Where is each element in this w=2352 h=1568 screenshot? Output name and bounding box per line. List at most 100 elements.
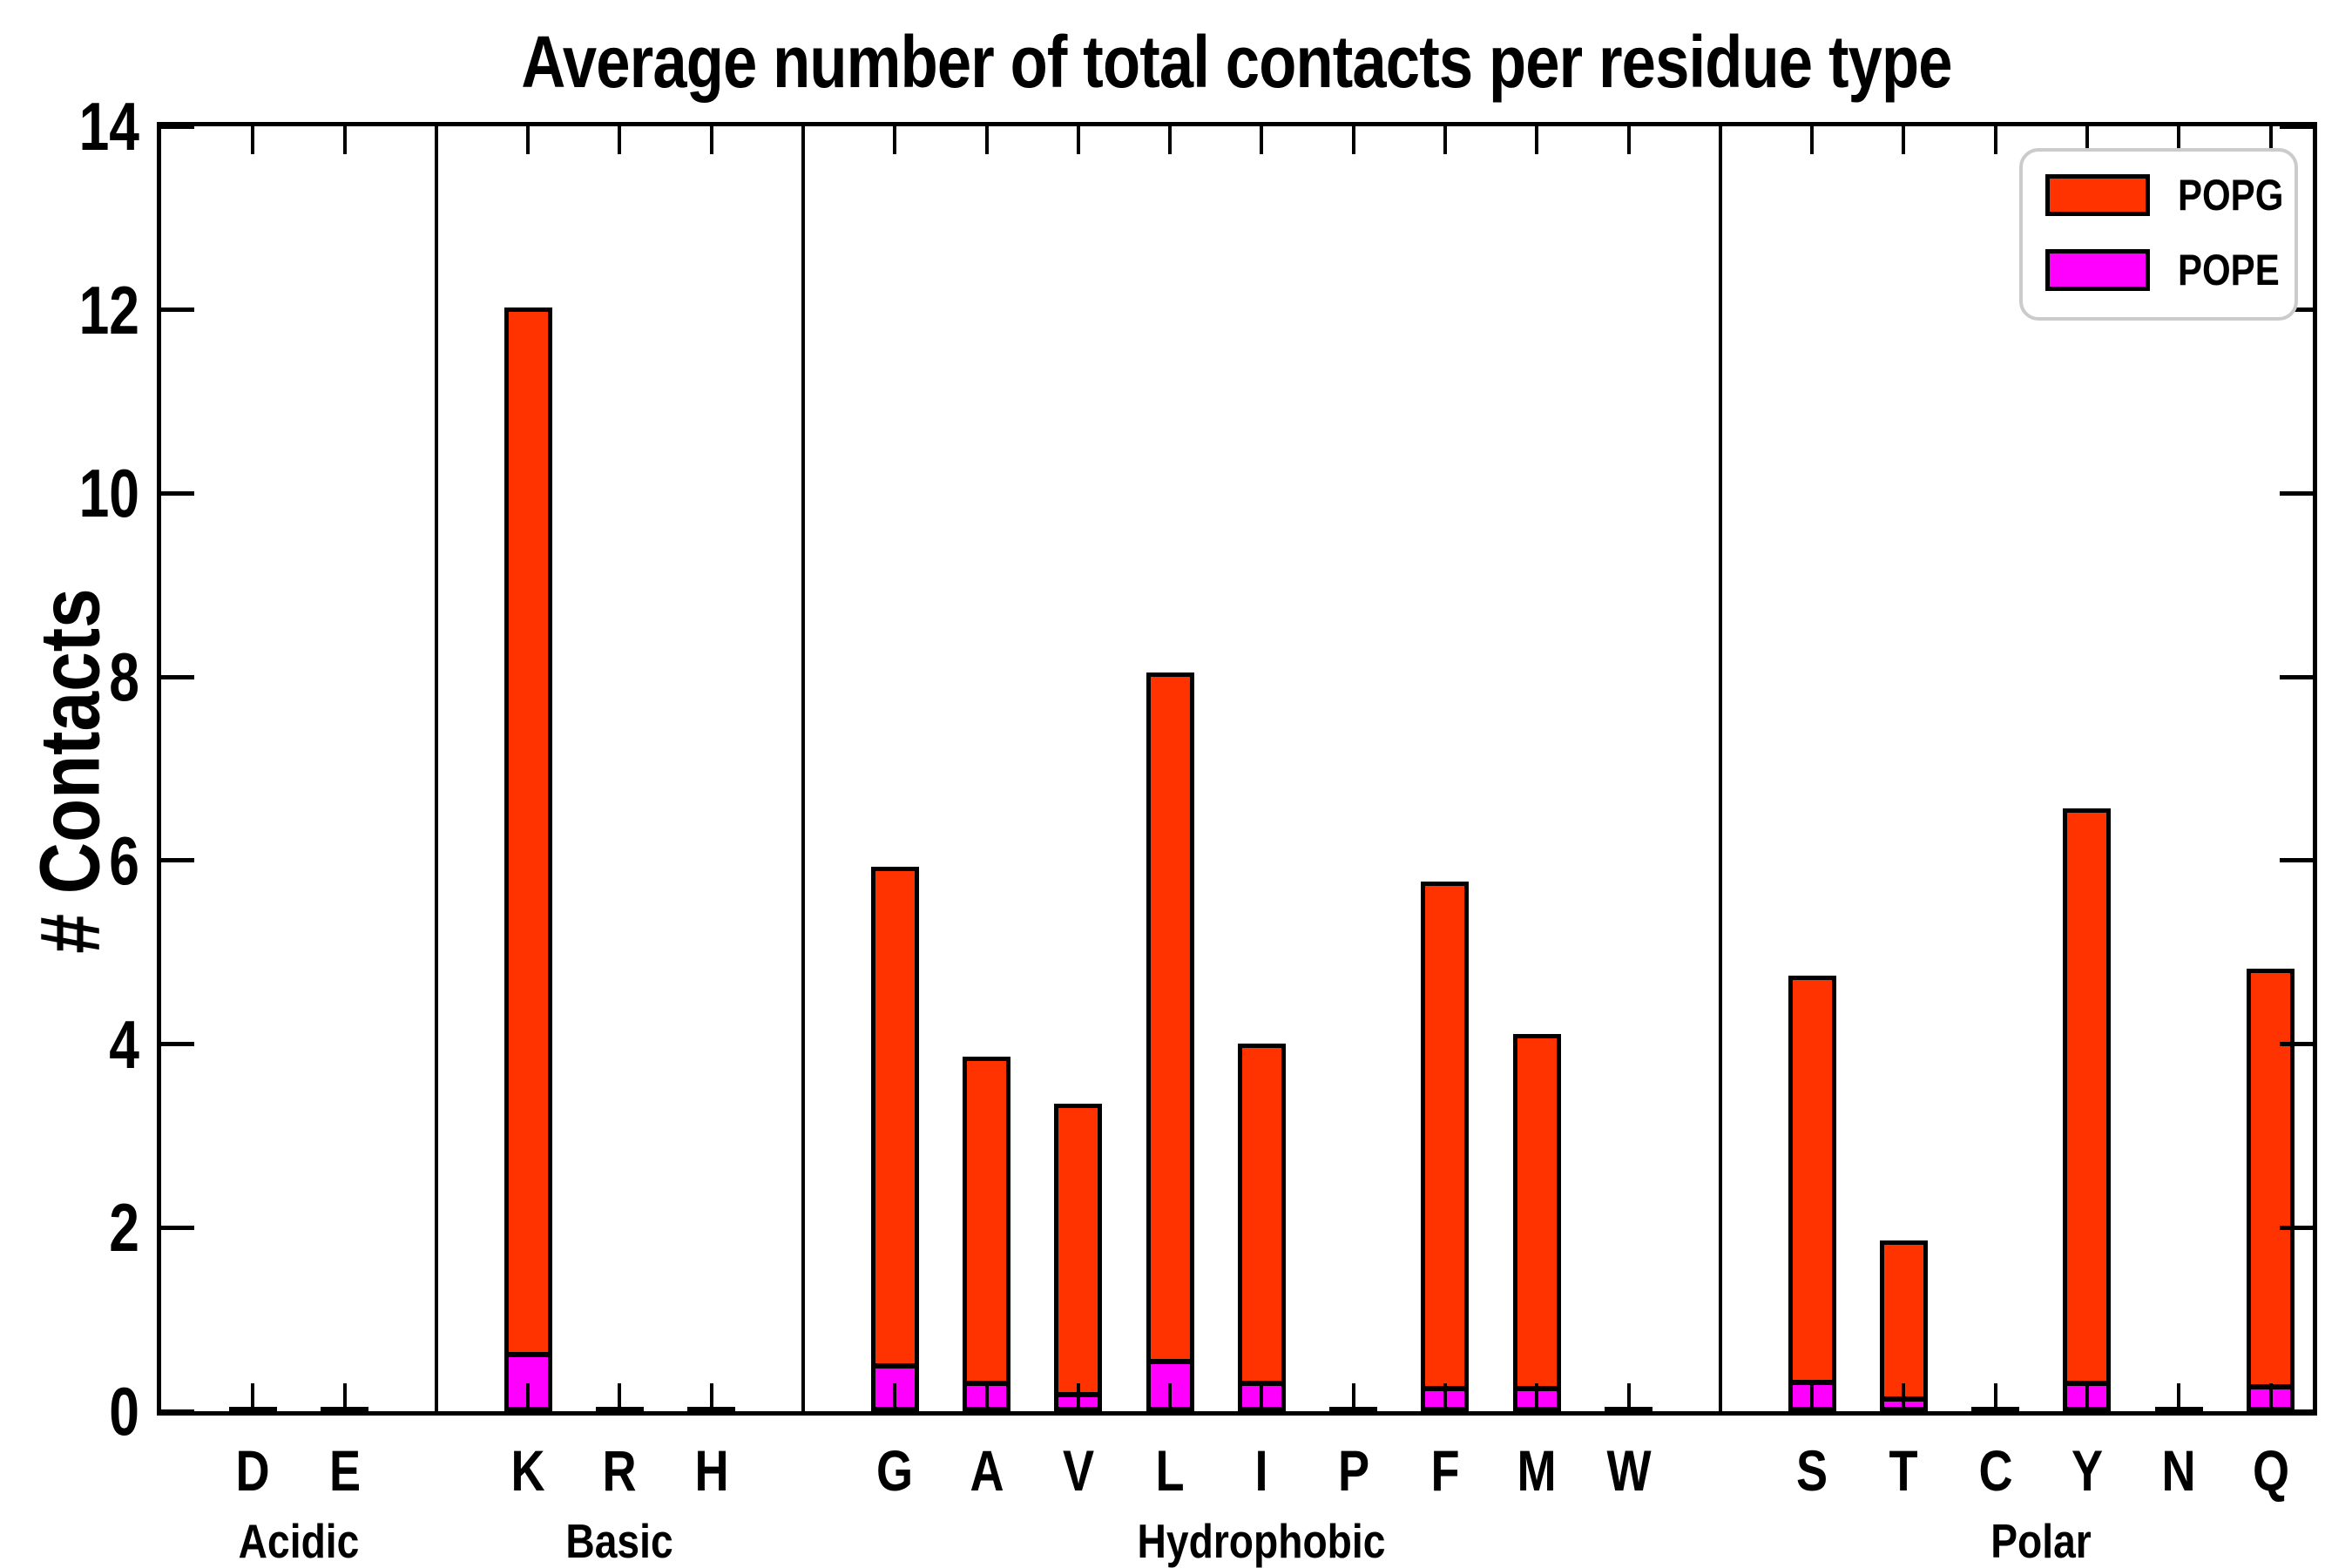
bar-K-popg xyxy=(504,308,552,1411)
x-tick-bottom-A xyxy=(984,1383,989,1411)
x-tick-top-A xyxy=(984,126,989,154)
bar-F-popg xyxy=(1421,882,1470,1411)
y-tick-right-4 xyxy=(2280,1042,2313,1047)
bar-L-popg xyxy=(1146,672,1194,1411)
bar-M-popg xyxy=(1512,1034,1561,1411)
x-tick-bottom-V xyxy=(1076,1383,1080,1411)
x-tick-label-G: G xyxy=(876,1438,914,1503)
y-tick-label-12: 12 xyxy=(78,271,139,348)
y-tick-label-14: 14 xyxy=(78,88,139,165)
group-separator-line xyxy=(801,126,805,1411)
x-tick-label-C: C xyxy=(1978,1438,2013,1503)
x-tick-bottom-Q xyxy=(2268,1383,2273,1411)
y-tick-left-14 xyxy=(161,124,194,129)
x-tick-top-F xyxy=(1443,126,1447,154)
x-tick-top-G xyxy=(893,126,897,154)
x-tick-label-I: I xyxy=(1254,1438,1268,1503)
x-tick-bottom-S xyxy=(1810,1383,1815,1411)
y-tick-left-12 xyxy=(161,308,194,313)
x-tick-top-W xyxy=(1626,126,1631,154)
x-tick-label-D: D xyxy=(235,1438,270,1503)
group-label-hydrophobic: Hydrophobic xyxy=(1137,1514,1386,1568)
x-tick-bottom-W xyxy=(1626,1383,1631,1411)
x-tick-top-V xyxy=(1076,126,1080,154)
group-label-acidic: Acidic xyxy=(238,1514,360,1568)
x-tick-top-D xyxy=(251,126,255,154)
bar-V-popg xyxy=(1054,1104,1103,1411)
x-tick-top-Y xyxy=(2085,126,2089,154)
x-tick-top-H xyxy=(709,126,713,154)
x-tick-label-R: R xyxy=(602,1438,637,1503)
y-tick-label-8: 8 xyxy=(109,639,139,716)
legend-label-popg: POPG xyxy=(2178,171,2284,220)
x-tick-label-V: V xyxy=(1062,1438,1094,1503)
x-tick-top-P xyxy=(1351,126,1355,154)
legend-swatch-pope xyxy=(2045,249,2150,291)
x-tick-bottom-P xyxy=(1351,1383,1355,1411)
x-tick-label-K: K xyxy=(510,1438,545,1503)
y-tick-left-8 xyxy=(161,674,194,679)
x-tick-top-M xyxy=(1535,126,1539,154)
group-separator-line xyxy=(434,126,438,1411)
x-tick-top-C xyxy=(1993,126,1997,154)
x-tick-bottom-I xyxy=(1260,1383,1264,1411)
bar-Q-popg xyxy=(2247,969,2295,1411)
x-tick-top-K xyxy=(526,126,531,154)
x-tick-label-H: H xyxy=(694,1438,729,1503)
x-tick-bottom-E xyxy=(342,1383,347,1411)
y-tick-label-10: 10 xyxy=(78,455,139,532)
x-tick-bottom-K xyxy=(526,1383,531,1411)
y-tick-label-6: 6 xyxy=(109,821,139,899)
y-tick-right-14 xyxy=(2280,124,2313,129)
y-tick-left-6 xyxy=(161,858,194,863)
bar-G-popg xyxy=(870,867,919,1411)
bar-Y-popg xyxy=(2063,808,2112,1411)
group-label-basic: Basic xyxy=(565,1514,674,1568)
chart-title: Average number of total contacts per res… xyxy=(161,14,2313,110)
y-tick-right-10 xyxy=(2280,490,2313,496)
x-tick-top-E xyxy=(342,126,347,154)
plot-area xyxy=(157,122,2317,1416)
x-tick-label-E: E xyxy=(328,1438,361,1503)
bar-S-popg xyxy=(1788,976,1836,1411)
x-tick-label-L: L xyxy=(1155,1438,1185,1503)
x-tick-top-T xyxy=(1902,126,1906,154)
x-tick-label-T: T xyxy=(1889,1438,1918,1503)
x-tick-bottom-Y xyxy=(2085,1383,2089,1411)
x-tick-bottom-D xyxy=(251,1383,255,1411)
x-tick-label-P: P xyxy=(1337,1438,1369,1503)
bar-I-popg xyxy=(1237,1044,1286,1411)
x-tick-label-N: N xyxy=(2161,1438,2196,1503)
x-tick-label-F: F xyxy=(1430,1438,1460,1503)
y-tick-left-10 xyxy=(161,490,194,496)
x-tick-top-S xyxy=(1810,126,1815,154)
chart-title-text: Average number of total contacts per res… xyxy=(521,21,1953,103)
group-separator-line xyxy=(1718,126,1722,1411)
y-tick-left-4 xyxy=(161,1042,194,1047)
bar-T-popg xyxy=(1879,1240,1928,1411)
x-tick-top-N xyxy=(2177,126,2181,154)
x-tick-label-A: A xyxy=(970,1438,1004,1503)
y-tick-left-0 xyxy=(161,1409,194,1414)
legend-swatch-popg xyxy=(2045,174,2150,216)
y-tick-right-6 xyxy=(2280,858,2313,863)
y-tick-label-4: 4 xyxy=(109,1005,139,1083)
x-tick-top-R xyxy=(618,126,622,154)
x-tick-bottom-R xyxy=(618,1383,622,1411)
x-tick-top-I xyxy=(1260,126,1264,154)
x-tick-bottom-C xyxy=(1993,1383,1997,1411)
y-tick-label-2: 2 xyxy=(109,1189,139,1267)
bar-A-popg xyxy=(963,1057,1011,1411)
x-tick-top-Q xyxy=(2268,126,2273,154)
x-tick-bottom-T xyxy=(1902,1383,1906,1411)
x-tick-bottom-F xyxy=(1443,1383,1447,1411)
y-tick-left-2 xyxy=(161,1225,194,1230)
y-tick-right-0 xyxy=(2280,1409,2313,1414)
y-tick-right-8 xyxy=(2280,674,2313,679)
legend: POPG POPE xyxy=(2019,148,2298,321)
x-tick-bottom-L xyxy=(1168,1383,1173,1411)
x-tick-top-L xyxy=(1168,126,1173,154)
x-tick-label-M: M xyxy=(1517,1438,1557,1503)
x-tick-label-Y: Y xyxy=(2071,1438,2104,1503)
